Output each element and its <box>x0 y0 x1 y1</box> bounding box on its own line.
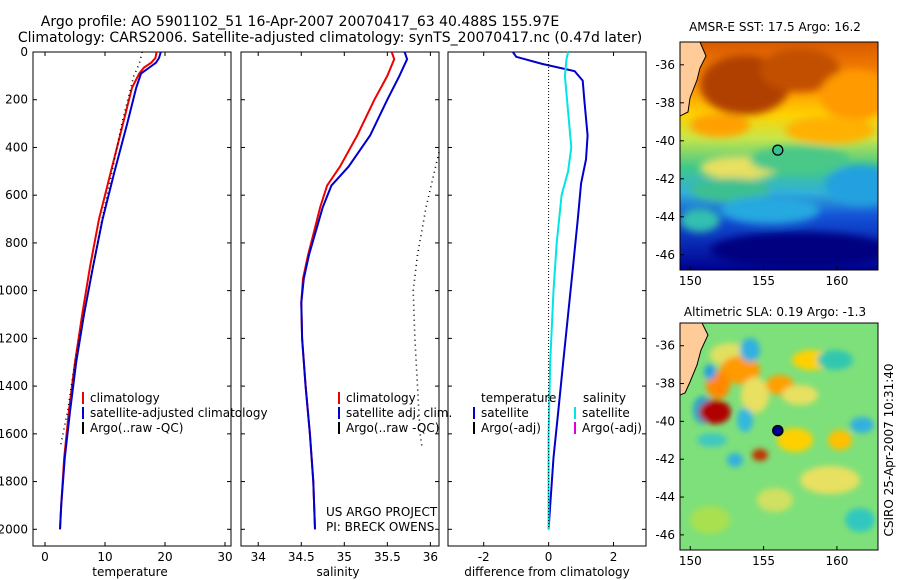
legend-label-argo: Argo(..raw -QC) <box>90 421 183 435</box>
x-tick-label: 30 <box>217 550 232 564</box>
map-y-tick-label: -46 <box>655 248 675 262</box>
sst-argo-marker <box>772 144 784 156</box>
legend-label-satellite: satellite-adjusted climatology <box>90 406 268 420</box>
y-tick-label: 1800 <box>0 475 28 489</box>
legend-label-sal-argo: Argo(-adj) <box>582 421 642 435</box>
x-tick-label: -2 <box>478 550 490 564</box>
legend-title-salinity: salinity <box>583 391 626 405</box>
temperature-legend: climatology satellite-adjusted climatolo… <box>82 391 268 435</box>
sla-map-frame <box>679 322 879 551</box>
pressure-axis: 0 200 400 600 800 1000 1200 1400 1600 1800 2000 <box>0 45 646 536</box>
x-tick-label: 34 <box>251 550 266 564</box>
figure-title-line2: Climatology: CARS2006. Satellite-adjuste… <box>18 30 642 46</box>
y-tick-label: 1400 <box>0 379 28 393</box>
figure-title-line1: Argo profile: AO 5901102_51 16-Apr-2007 … <box>41 14 560 30</box>
map-x-tick-label: 155 <box>752 554 775 568</box>
map-x-tick-label: 155 <box>752 274 775 288</box>
credit-line2: PI: BRECK OWENS <box>326 520 434 534</box>
x-tick-label: 35 <box>337 550 352 564</box>
legend-label-climatology: climatology <box>90 391 160 405</box>
legend-title-temperature: temperature <box>481 391 556 405</box>
temperature-xlabel: temperature <box>92 565 167 579</box>
sst-map-axes: 150 155 160 -36 -38 -40 -42 -44 -46 <box>655 58 848 288</box>
sst-heatmap <box>680 42 878 270</box>
y-tick-label: 400 <box>5 140 28 154</box>
timestamp-side-label: CSIRO 25-Apr-2007 10:31:40 <box>882 363 896 536</box>
salinity-series <box>300 51 440 530</box>
map-y-tick-label: -46 <box>655 528 675 542</box>
salinity-xlabel: salinity <box>316 565 359 579</box>
difference-legend: temperature salinity satellite Argo(-adj… <box>473 391 642 435</box>
sst-map-title: AMSR-E SST: 17.5 Argo: 16.2 <box>689 20 861 34</box>
y-tick-label: 1200 <box>0 331 28 345</box>
map-y-tick-label: -40 <box>655 414 675 428</box>
y-tick-label: 2000 <box>0 522 28 536</box>
series-satellite-adjusted-climatology <box>59 51 162 530</box>
map-y-tick-label: -44 <box>655 210 675 224</box>
credit-line1: US ARGO PROJECT <box>326 505 438 519</box>
difference-panel-frame <box>447 51 647 547</box>
legend-label-argo: Argo(..raw -QC) <box>346 421 439 435</box>
sla-map-title: Altimetric SLA: 0.19 Argo: -1.3 <box>684 305 866 319</box>
y-tick-label: 1000 <box>0 284 28 298</box>
difference-xlabel: difference from climatology <box>464 565 630 579</box>
legend-label-temp-satellite: satellite <box>481 406 529 420</box>
series-salinity-satellite <box>547 51 573 530</box>
temperature-x-axis: 0 10 20 30 <box>41 52 233 564</box>
legend-label-climatology: climatology <box>346 391 416 405</box>
legend-label-temp-argo: Argo(-adj) <box>481 421 541 435</box>
map-y-tick-label: -40 <box>655 134 675 148</box>
salinity-x-axis: 34 34.5 35 35.5 36 <box>251 52 438 564</box>
map-y-tick-label: -42 <box>655 452 675 466</box>
map-y-tick-label: -44 <box>655 490 675 504</box>
sla-argo-marker <box>772 424 784 437</box>
map-x-tick-label: 150 <box>679 554 702 568</box>
x-tick-label: 36 <box>423 550 438 564</box>
x-tick-label: 34.5 <box>288 550 315 564</box>
series-temperature-satellite <box>512 51 589 530</box>
map-y-tick-label: -42 <box>655 172 675 186</box>
map-y-tick-label: -36 <box>655 58 675 72</box>
map-y-tick-label: -38 <box>655 377 675 391</box>
x-tick-label: 35.5 <box>374 550 401 564</box>
difference-series <box>512 51 589 530</box>
series-satellite-adj-clim <box>300 51 409 530</box>
x-tick-label: 20 <box>157 550 172 564</box>
sla-heatmap <box>680 323 878 550</box>
salinity-panel-frame <box>240 51 440 547</box>
map-x-tick-label: 150 <box>679 274 702 288</box>
y-tick-label: 1600 <box>0 427 28 441</box>
legend-label-satellite: satellite adj. clim. <box>346 406 452 420</box>
map-x-tick-label: 160 <box>825 274 848 288</box>
temperature-panel-frame <box>32 51 232 547</box>
x-tick-label: 10 <box>97 550 112 564</box>
map-x-tick-label: 160 <box>825 554 848 568</box>
y-tick-label: 0 <box>20 45 28 59</box>
temperature-series <box>59 51 162 530</box>
sst-map-frame <box>679 41 879 271</box>
x-tick-label: 0 <box>545 550 553 564</box>
salinity-legend: climatology satellite adj. clim. Argo(..… <box>338 391 452 435</box>
y-tick-label: 600 <box>5 188 28 202</box>
legend-label-sal-satellite: satellite <box>582 406 630 420</box>
y-tick-label: 200 <box>5 93 28 107</box>
map-y-tick-label: -38 <box>655 96 675 110</box>
map-y-tick-label: -36 <box>655 339 675 353</box>
y-tick-label: 800 <box>5 236 28 250</box>
x-tick-label: 0 <box>41 550 49 564</box>
x-tick-label: 2 <box>610 550 618 564</box>
sla-map-axes: 150 155 160 -36 -38 -40 -42 -44 -46 <box>655 339 848 568</box>
